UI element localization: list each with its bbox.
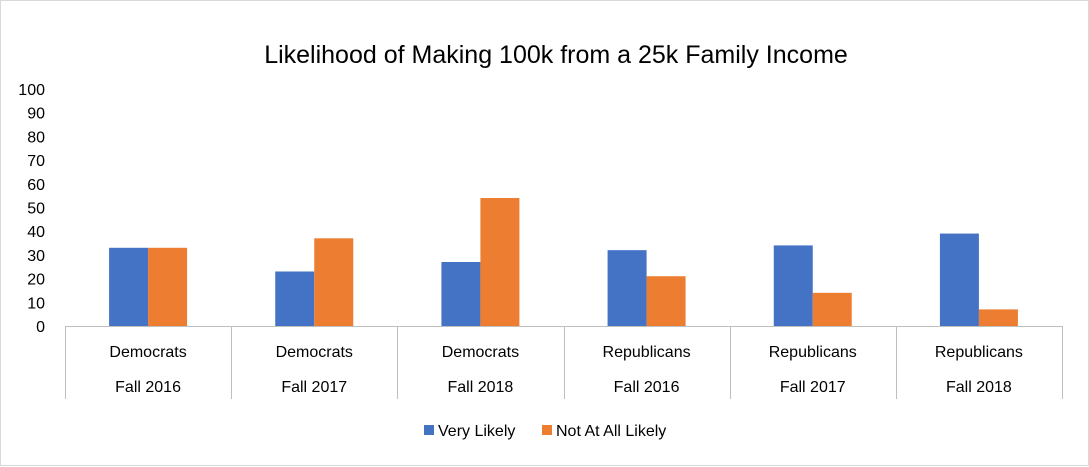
legend: Very Likely Not At All Likely [424,423,666,440]
x-category-group-label: Republicans [935,344,1023,361]
bar-not-at-all-likely [148,247,188,326]
bar-very-likely [109,247,149,326]
bar-very-likely [441,262,481,326]
bar-not-at-all-likely [480,198,520,326]
y-tick-label: 10 [27,295,45,312]
x-category-group-label: Democrats [276,344,353,361]
legend-swatch [542,425,552,435]
y-tick-label: 30 [27,248,45,265]
y-axis: 0 10 20 30 40 50 60 70 80 90 100 [18,82,45,336]
y-tick-label: 40 [27,224,45,241]
bar-not-at-all-likely [314,238,354,326]
bar-not-at-all-likely [646,276,686,326]
x-category-group-label: Democrats [442,344,519,361]
x-category-period-label: Fall 2017 [780,379,846,396]
legend-swatch [424,425,434,435]
legend-label: Not At All Likely [556,423,666,440]
y-tick-label: 80 [27,129,45,146]
x-category-group-label: Republicans [603,344,691,361]
x-axis: Democrats Fall 2016 Democrats Fall 2017 Demo… [65,326,1063,399]
bars [109,198,1018,326]
bar-very-likely [275,271,315,326]
x-category-period-label: Fall 2018 [946,379,1012,396]
x-category-period-label: Fall 2017 [281,379,347,396]
x-category-group-label: Republicans [769,344,857,361]
x-category-period-label: Fall 2018 [448,379,514,396]
bar-very-likely [607,250,647,326]
chart-title: Likelihood of Making 100k from a 25k Fam… [264,41,848,69]
legend-label: Very Likely [438,423,515,440]
y-tick-label: 100 [18,82,45,99]
y-tick-label: 90 [27,106,45,123]
x-category-period-label: Fall 2016 [115,379,181,396]
y-tick-label: 60 [27,177,45,194]
bar-not-at-all-likely [978,309,1018,326]
y-tick-label: 70 [27,153,45,170]
y-tick-label: 20 [27,272,45,289]
x-category-group-label: Democrats [109,344,186,361]
y-tick-label: 0 [36,319,45,336]
x-category-period-label: Fall 2016 [614,379,680,396]
bar-not-at-all-likely [812,292,852,326]
bar-very-likely [773,245,813,326]
y-tick-label: 50 [27,201,45,218]
bar-very-likely [939,233,979,326]
